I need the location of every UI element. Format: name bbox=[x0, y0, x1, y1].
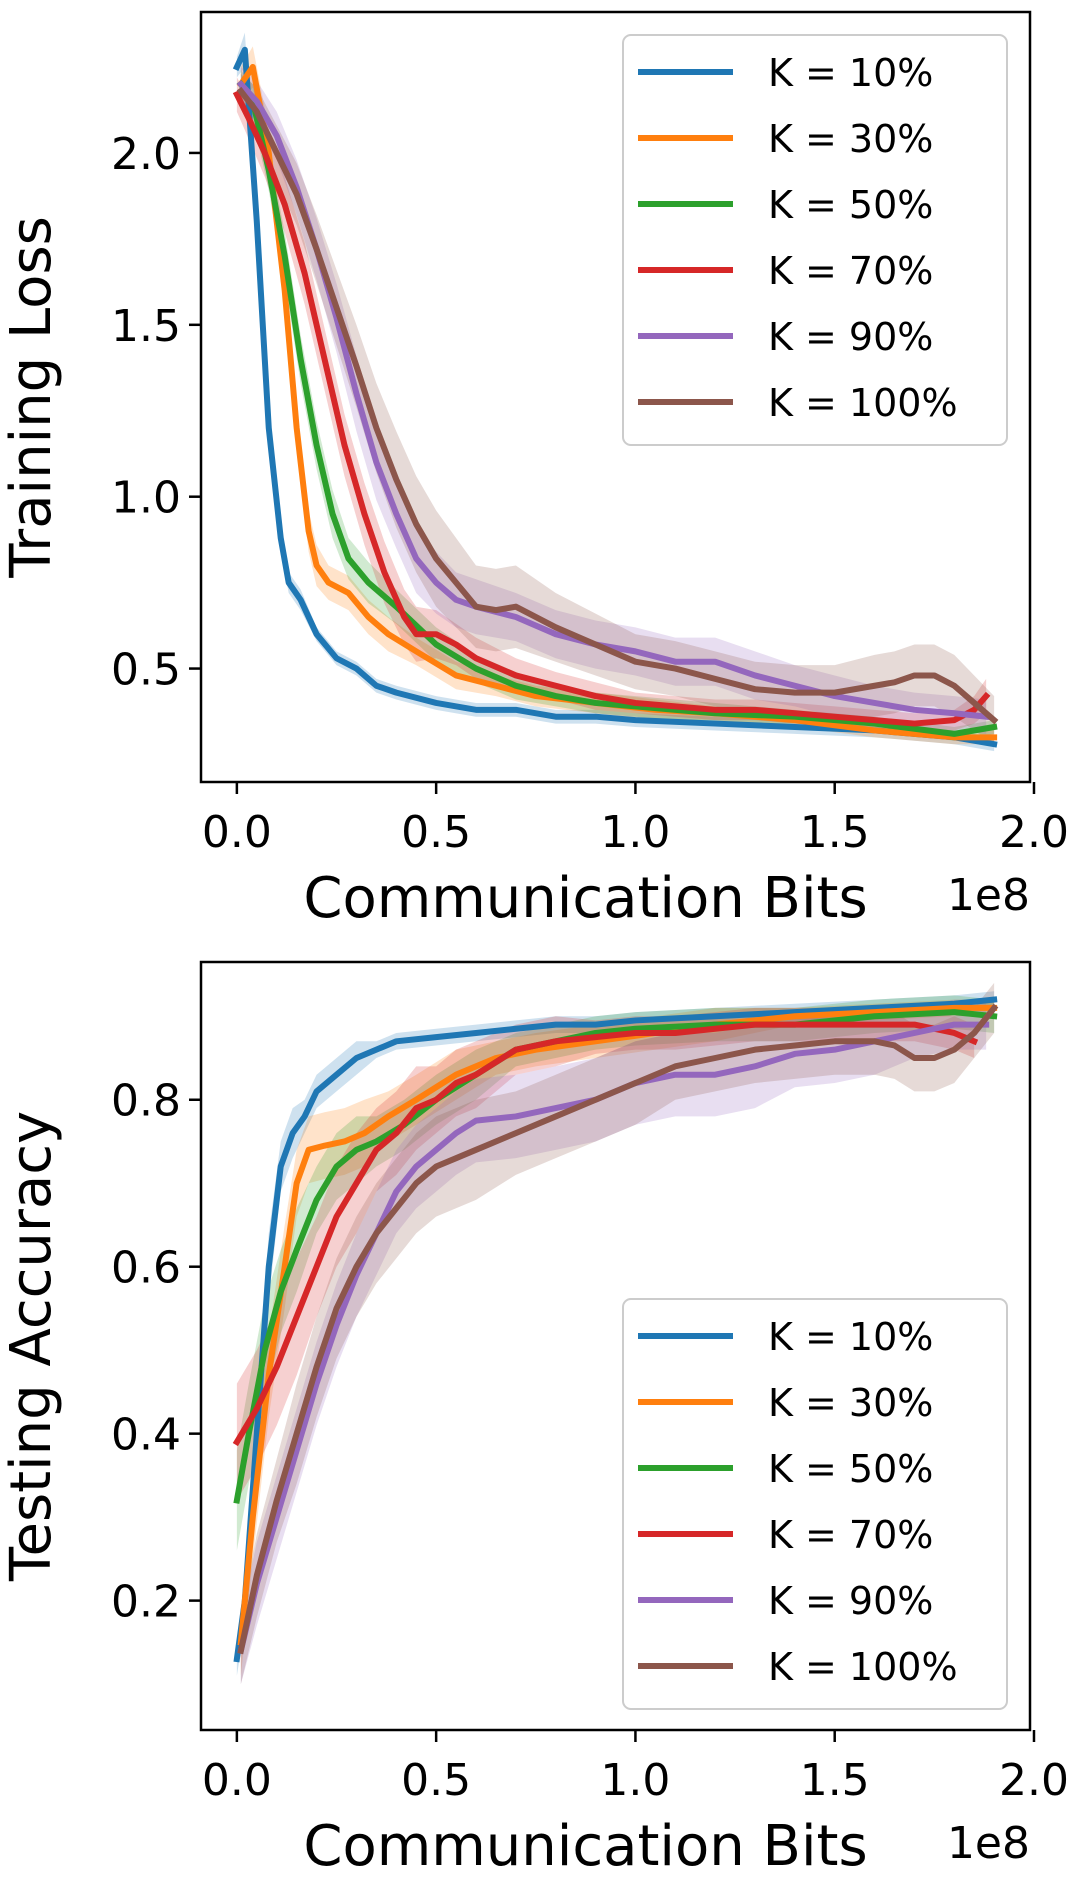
y-tick-label: 0.4 bbox=[111, 1410, 181, 1461]
y-tick-label: 0.5 bbox=[111, 645, 181, 696]
x-tick-label: 0.5 bbox=[401, 1755, 471, 1806]
y-tick-label: 0.6 bbox=[111, 1243, 181, 1294]
y-tick-label: 0.2 bbox=[111, 1577, 181, 1628]
series-line-2 bbox=[237, 1004, 998, 1646]
x-tick-label: 1.5 bbox=[800, 1755, 870, 1806]
y-tick-label: 1.5 bbox=[111, 301, 181, 352]
series-line-5 bbox=[237, 1021, 990, 1655]
legend-label: K = 100% bbox=[768, 1645, 958, 1689]
series-line-3 bbox=[236, 80, 998, 737]
legend-label: K = 10% bbox=[768, 51, 933, 95]
chart-panel-1: 0.0 0.5 1.0 1.5 2.0 0.5 1.0 1.5 2.0 Communication… bbox=[0, 10, 1069, 931]
legend: K = 10% K = 30% K = 50% K = 70% K = 90% K = 1… bbox=[622, 34, 1008, 446]
y-axis-label: Training Loss bbox=[0, 216, 64, 579]
legend-label: K = 100% bbox=[768, 381, 958, 425]
plot-area bbox=[232, 982, 999, 1685]
y-tick-label: 2.0 bbox=[111, 129, 181, 180]
series-band-4 bbox=[236, 1007, 975, 1501]
x-tick-label: 2.0 bbox=[999, 807, 1069, 858]
plot-area bbox=[232, 32, 999, 752]
series-line-6 bbox=[237, 1003, 999, 1655]
x-offset-label: 1e8 bbox=[947, 870, 1030, 921]
series-line-1 bbox=[232, 46, 998, 748]
series-line-4 bbox=[232, 1021, 979, 1447]
x-tick-label: 0.0 bbox=[202, 807, 272, 858]
x-tick-label: 1.0 bbox=[600, 807, 670, 858]
legend-label: K = 30% bbox=[768, 117, 933, 161]
x-axis-label: Communication Bits bbox=[303, 1814, 867, 1879]
y-axis-label: Testing Accuracy bbox=[0, 1111, 64, 1582]
x-tick-label: 1.0 bbox=[600, 1755, 670, 1806]
legend-label: K = 90% bbox=[768, 1579, 933, 1623]
x-tick-label: 0.5 bbox=[401, 807, 471, 858]
y-tick-label: 0.8 bbox=[111, 1076, 181, 1127]
legend-label: K = 90% bbox=[768, 315, 933, 359]
series-line-4 bbox=[232, 90, 991, 727]
axes-frame bbox=[199, 10, 1032, 784]
legend-label: K = 50% bbox=[768, 1447, 933, 1491]
chart-panel-2: 0.0 0.5 1.0 1.5 2.0 0.2 0.4 0.6 0.8 Communication… bbox=[0, 960, 1069, 1879]
x-offset-label: 1e8 bbox=[947, 1818, 1030, 1869]
axes-frame bbox=[199, 960, 1032, 1732]
legend: K = 10% K = 30% K = 50% K = 70% K = 90% K = 1… bbox=[622, 1298, 1008, 1710]
legend-label: K = 10% bbox=[768, 1315, 933, 1359]
x-tick-label: 0.0 bbox=[202, 1755, 272, 1806]
x-axis-label: Communication Bits bbox=[303, 866, 867, 931]
legend-label: K = 50% bbox=[768, 183, 933, 227]
y-tick-label: 1.0 bbox=[111, 473, 181, 524]
x-tick-label: 1.5 bbox=[800, 807, 870, 858]
series-line-6 bbox=[236, 86, 999, 725]
legend-label: K = 70% bbox=[768, 1513, 933, 1557]
series-line-1 bbox=[233, 996, 998, 1663]
legend-label: K = 30% bbox=[768, 1381, 933, 1425]
x-tick-label: 2.0 bbox=[999, 1755, 1069, 1806]
legend-label: K = 70% bbox=[768, 249, 933, 293]
